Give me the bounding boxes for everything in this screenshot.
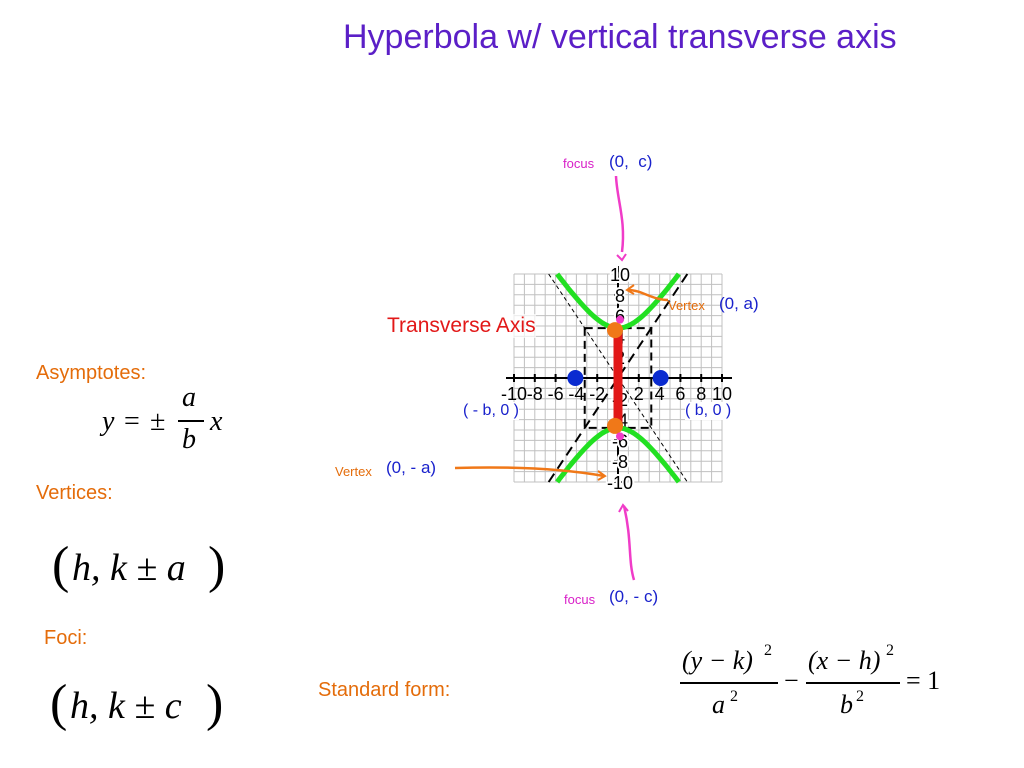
asym-equals: = [124,406,140,437]
graph-shapes [454,175,689,581]
std-denominator-2-exp: 2 [856,688,864,705]
focus-top-coord: (0, c) [609,152,653,171]
vertex-bottom-point [607,417,623,434]
y-tick-label: -6 [612,431,628,451]
focus-top-arrowhead [616,253,627,262]
focus-bottom-coord: (0, - c) [609,587,659,606]
vertices-left-paren: ( [52,537,70,594]
vertex-bottom-word: Vertex [335,464,372,479]
asym-y: y [102,406,115,437]
foci-label: Foci: [44,627,88,649]
std-numerator-2-exp: 2 [886,642,894,659]
focus-top-pointer [614,175,625,253]
y-tick-label: 8 [615,286,625,306]
focus-bottom-word: focus [564,592,596,607]
x-tick-label: -10 [501,384,527,404]
focus-bottom-point [616,432,624,441]
std-numerator-2: (x − h) [808,646,881,675]
std-minus: − [784,666,799,695]
asymptote-positive [547,273,689,483]
standard-form-label: Standard form: [318,679,451,701]
x-tick-label: -2 [589,384,605,404]
y-tick-label: 10 [610,265,630,285]
vertices-right-paren: ) [208,537,226,594]
y-tick-label: -8 [612,452,628,472]
asym-denominator: b [182,424,196,455]
co-vertex-right-point [652,370,669,386]
vertex-bottom-pointer [454,466,605,478]
std-fraction-bar-2 [806,682,900,684]
vertex-top-coord: (0, a) [719,294,759,313]
co-vertex-left-point [567,370,584,386]
std-numerator-1-exp: 2 [764,642,772,659]
foci-left-paren: ( [50,675,68,732]
co-vertex-right-coord: ( b, 0 ) [685,402,732,420]
x-tick-label: -8 [527,384,543,404]
asym-x: x [210,406,223,437]
x-tick-label: 2 [634,384,644,404]
focus-bottom-pointer [622,505,636,581]
vertex-top-pointer [627,288,669,302]
std-equals-one: = 1 [906,666,941,695]
asymptotes-label: Asymptotes: [36,362,147,384]
focus-bottom-arrowhead [618,503,629,513]
x-tick-label: -4 [568,384,584,404]
co-vertex-left-coord: ( - b, 0 ) [463,402,520,420]
y-tick-label: -10 [607,473,633,493]
asym-numerator: a [182,382,196,413]
vertex-top-arrowhead [625,284,635,295]
std-denominator-2: b [840,690,853,719]
x-tick-label: 4 [655,384,665,404]
x-tick-label: 10 [712,384,732,404]
x-tick-label: 6 [675,384,685,404]
vertex-top-word: Vertex [668,298,705,313]
vertices-formula: h, k ± a [72,547,186,589]
x-tick-label: 8 [696,384,706,404]
transverse-axis-label: Transverse Axis [387,314,536,338]
vertex-bottom-coord: (0, - a) [386,458,437,477]
vertex-bottom-arrowhead [597,470,607,481]
focus-top-word: focus [563,156,595,171]
asym-fraction-bar [178,420,204,422]
std-numerator-1: (y − k) [682,646,753,675]
std-fraction-bar-1 [680,682,778,684]
std-denominator-1: a [712,690,725,719]
vertices-label: Vertices: [36,482,113,504]
x-tick-label: -6 [548,384,564,404]
page-title: Hyperbola w/ vertical transverse axis [343,18,897,56]
foci-right-paren: ) [206,675,224,732]
vertex-top-point [607,322,623,339]
foci-formula: h, k ± c [70,685,182,727]
std-denominator-1-exp: 2 [730,688,738,705]
asym-plus-minus: ± [150,406,166,437]
focus-top-point [616,315,624,324]
